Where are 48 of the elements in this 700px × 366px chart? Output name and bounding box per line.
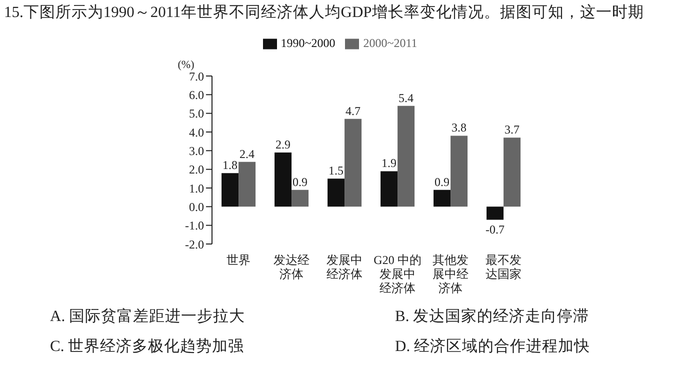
y-tick-label: -1.0 (185, 218, 204, 233)
bar (222, 173, 239, 207)
x-tick-label: G20 中的发展中经济体 (374, 253, 422, 295)
bar (450, 136, 468, 207)
data-label: 0.9 (292, 174, 308, 189)
bar (434, 190, 451, 207)
legend-label: 1990~2000 (280, 36, 336, 50)
bar (398, 106, 415, 207)
x-tick-label: 世界 (226, 253, 250, 267)
bar (328, 178, 345, 207)
chart-title: 15.下图所示为1990～2011年世界不同经济体人均GDP增长率变化情况。据图可知，这一时期 (4, 3, 644, 23)
text: B. 发达国家的经济走向停滞 (395, 307, 590, 327)
y-tick-label: 6.0 (189, 88, 204, 102)
data-label: 3.8 (452, 120, 467, 135)
y-tick-label: 0.0 (189, 200, 204, 214)
bar (292, 190, 309, 207)
y-tick-label: 1.0 (189, 181, 204, 196)
text: A. 国际贫富差距进一步拉大 (50, 307, 245, 327)
y-tick-label: 5.0 (189, 106, 204, 121)
data-label: 1.8 (222, 158, 238, 172)
bar (274, 152, 292, 207)
data-label: 1.5 (328, 164, 344, 178)
text: D. 经济区域的合作进程加快 (395, 337, 590, 357)
data-label: 0.9 (434, 174, 450, 189)
y-tick-label: 3.0 (189, 144, 204, 158)
y-tick-label: 2.0 (189, 162, 204, 177)
x-tick-label: 发展中经济体 (326, 253, 362, 281)
legend-label: 2000~2011 (363, 36, 418, 50)
data-label: -0.7 (486, 222, 505, 237)
y-tick-label: -2.0 (185, 237, 204, 252)
data-label: 2.9 (276, 138, 291, 152)
data-label: 5.4 (398, 90, 414, 105)
bar (344, 118, 362, 207)
data-label: 2.4 (240, 146, 255, 161)
bar (380, 171, 398, 207)
data-label: 1.9 (382, 156, 397, 170)
data-label: 4.7 (346, 104, 361, 118)
text: C. 世界经济多极化趋势加强 (50, 337, 244, 357)
x-tick-label: 最不发达国家 (486, 253, 522, 281)
data-label: 3.7 (504, 122, 520, 137)
bar (504, 138, 521, 207)
x-tick-label: 其他发展中经济体 (432, 253, 468, 295)
y-axis-title: (%) (178, 59, 195, 71)
y-tick-label: 4.0 (189, 125, 204, 140)
x-tick-label: 发达经济体 (274, 253, 310, 281)
y-tick-label: 7.0 (189, 69, 204, 84)
bar (486, 206, 504, 220)
bar (238, 162, 256, 207)
